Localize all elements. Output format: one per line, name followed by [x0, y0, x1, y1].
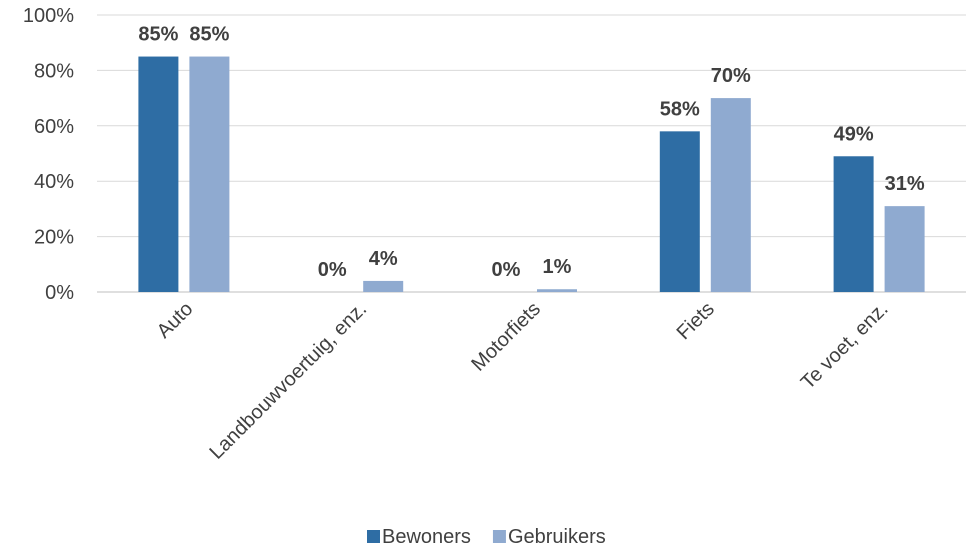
legend-swatch-bewoners [367, 530, 380, 543]
y-tick-label: 100% [23, 5, 74, 27]
bar-bewoners-4 [833, 156, 874, 292]
data-label: 70% [711, 65, 751, 87]
bar-gebruikers-1 [363, 280, 404, 292]
y-tick-label: 80% [34, 60, 74, 82]
x-category-label: Landbouwvoertuig, enz. [206, 298, 372, 464]
legend-label-gebruikers: Gebruikers [508, 526, 606, 548]
x-axis-categories: Auto Landbouwvoertuig, enz. Motorfiets Fiet… [153, 298, 893, 464]
bar-bewoners-3 [659, 131, 700, 292]
bars [138, 56, 925, 292]
data-label: 31% [885, 173, 925, 195]
y-tick-label: 60% [34, 116, 74, 138]
data-labels: 85% 85% 0% 4% 0% 1% 58% 70% 49% 31% [138, 24, 924, 281]
x-category-label: Fiets [673, 298, 719, 344]
x-category-label: Motorfiets [467, 298, 545, 376]
data-label: 1% [543, 256, 572, 278]
y-tick-label: 40% [34, 171, 74, 193]
y-tick-label: 0% [45, 282, 74, 304]
y-axis-ticks: 0% 20% 40% 60% 80% 100% [23, 5, 74, 304]
bar-gebruikers-3 [710, 98, 751, 292]
legend-swatch-gebruikers [492, 530, 506, 543]
legend-label-bewoners: Bewoners [382, 526, 471, 548]
data-label: 4% [369, 248, 398, 270]
data-label: 85% [138, 24, 178, 46]
x-category-label: Te voet, enz. [797, 298, 893, 394]
legend: Bewoners Gebruikers [367, 526, 606, 548]
y-tick-label: 20% [34, 227, 74, 249]
bar-gebruikers-4 [884, 206, 925, 292]
gridlines [97, 14, 966, 293]
bar-gebruikers-0 [189, 56, 230, 292]
bar-bewoners-0 [138, 56, 179, 292]
data-label: 0% [318, 259, 347, 281]
data-label: 49% [834, 123, 874, 145]
data-label: 0% [492, 259, 521, 281]
x-category-label: Auto [153, 298, 198, 343]
data-label: 85% [189, 24, 229, 46]
bar-gebruikers-2 [537, 289, 577, 292]
data-label: 58% [660, 98, 700, 120]
